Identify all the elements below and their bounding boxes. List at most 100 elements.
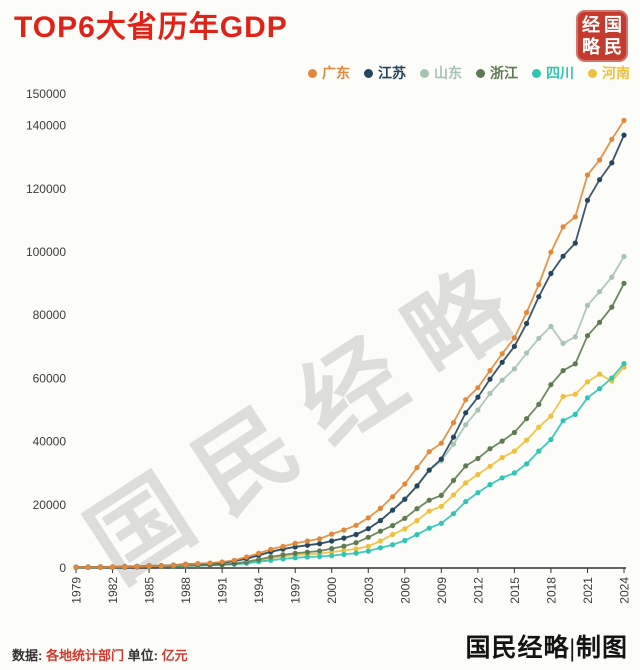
data-point bbox=[109, 564, 116, 570]
data-point bbox=[426, 449, 432, 455]
data-point bbox=[426, 467, 432, 473]
x-axis-tick-label: 2024 bbox=[618, 577, 632, 604]
data-point bbox=[584, 197, 591, 203]
data-point bbox=[524, 350, 530, 356]
source-label: 数据: bbox=[12, 648, 43, 663]
data-point bbox=[584, 379, 591, 385]
watermark-text: 国民经略 bbox=[70, 235, 553, 602]
y-axis-tick-label: 20000 bbox=[33, 498, 67, 512]
data-point bbox=[572, 391, 578, 397]
data-point bbox=[548, 382, 554, 388]
data-point bbox=[597, 289, 603, 295]
data-point bbox=[524, 437, 530, 443]
data-point bbox=[499, 359, 505, 365]
data-point bbox=[621, 280, 627, 286]
gdp-line-chart: 国民经略 0 20000 40000 60000 80000 100000 120000 140… bbox=[26, 87, 632, 604]
data-point bbox=[450, 477, 457, 483]
data-point bbox=[609, 274, 615, 280]
data-point bbox=[548, 270, 554, 277]
data-point bbox=[292, 550, 298, 556]
data-point bbox=[341, 527, 347, 533]
data-point bbox=[621, 253, 627, 260]
data-point bbox=[97, 564, 103, 570]
data-point bbox=[572, 334, 578, 340]
data-point bbox=[365, 548, 371, 554]
data-point bbox=[621, 361, 627, 367]
data-point bbox=[475, 394, 481, 400]
data-point bbox=[560, 224, 566, 230]
data-point bbox=[487, 390, 493, 397]
data-point bbox=[463, 410, 469, 416]
y-axis-tick-label: 60000 bbox=[33, 371, 67, 385]
data-point bbox=[584, 172, 591, 178]
data-point bbox=[219, 559, 225, 565]
data-point bbox=[548, 413, 554, 419]
data-point bbox=[353, 522, 359, 528]
data-point bbox=[365, 515, 371, 521]
x-axis-tick-label: 2021 bbox=[581, 577, 595, 604]
data-point bbox=[377, 505, 383, 511]
data-point bbox=[402, 515, 408, 521]
y-axis-tick-label: 150000 bbox=[26, 87, 66, 101]
data-point bbox=[329, 546, 335, 552]
data-point bbox=[158, 563, 164, 569]
data-point bbox=[560, 253, 566, 259]
source-value: 各地统计部门 bbox=[45, 648, 124, 663]
data-point bbox=[304, 549, 310, 555]
y-axis-tick-label: 40000 bbox=[33, 435, 67, 449]
data-point bbox=[536, 401, 542, 407]
data-point bbox=[256, 556, 262, 563]
legend-label: 山东 bbox=[434, 65, 462, 81]
data-point bbox=[609, 136, 615, 142]
data-point bbox=[524, 320, 530, 327]
legend-dot-icon bbox=[476, 68, 485, 78]
data-point bbox=[414, 465, 420, 471]
data-point bbox=[597, 371, 603, 377]
y-axis-tick-label: 0 bbox=[59, 561, 66, 575]
series-line bbox=[75, 119, 625, 569]
data-point bbox=[183, 561, 189, 567]
data-point bbox=[536, 424, 542, 430]
data-point bbox=[341, 547, 347, 554]
data-point bbox=[390, 494, 396, 500]
seal-char: 经 bbox=[582, 15, 600, 35]
data-point bbox=[243, 554, 250, 560]
data-point bbox=[317, 541, 323, 547]
legend-item-浙江: 浙江 bbox=[476, 63, 518, 83]
data-point bbox=[536, 335, 542, 341]
data-point bbox=[463, 397, 469, 403]
data-point bbox=[134, 564, 140, 570]
data-point bbox=[73, 564, 79, 570]
data-point bbox=[414, 483, 420, 489]
data-point bbox=[390, 531, 396, 538]
data-point bbox=[548, 323, 554, 329]
data-point bbox=[438, 440, 444, 446]
data-point bbox=[475, 490, 481, 496]
x-axis-tick-label: 1994 bbox=[252, 577, 266, 604]
data-point bbox=[536, 281, 542, 288]
legend-dot-icon bbox=[532, 68, 541, 78]
data-point bbox=[402, 496, 408, 502]
data-point bbox=[170, 562, 176, 568]
data-point bbox=[536, 294, 542, 300]
data-point bbox=[438, 492, 444, 498]
data-point bbox=[329, 538, 335, 544]
data-point bbox=[450, 441, 457, 447]
legend-dot-icon bbox=[588, 68, 597, 78]
data-point bbox=[584, 302, 591, 308]
data-point bbox=[524, 416, 530, 422]
header: TOP6大省历年GDP 经国略民 bbox=[0, 0, 640, 62]
data-point bbox=[475, 385, 481, 391]
data-point bbox=[402, 481, 408, 487]
x-axis-tick-label: 1979 bbox=[70, 577, 84, 604]
data-point bbox=[499, 351, 505, 357]
legend-dot-icon bbox=[420, 68, 429, 78]
data-point bbox=[341, 543, 347, 549]
data-point bbox=[280, 543, 286, 549]
data-point bbox=[463, 463, 469, 469]
data-point bbox=[402, 526, 408, 532]
data-point bbox=[402, 537, 408, 544]
data-point bbox=[329, 553, 335, 559]
data-point bbox=[511, 343, 517, 349]
data-point bbox=[268, 554, 274, 560]
